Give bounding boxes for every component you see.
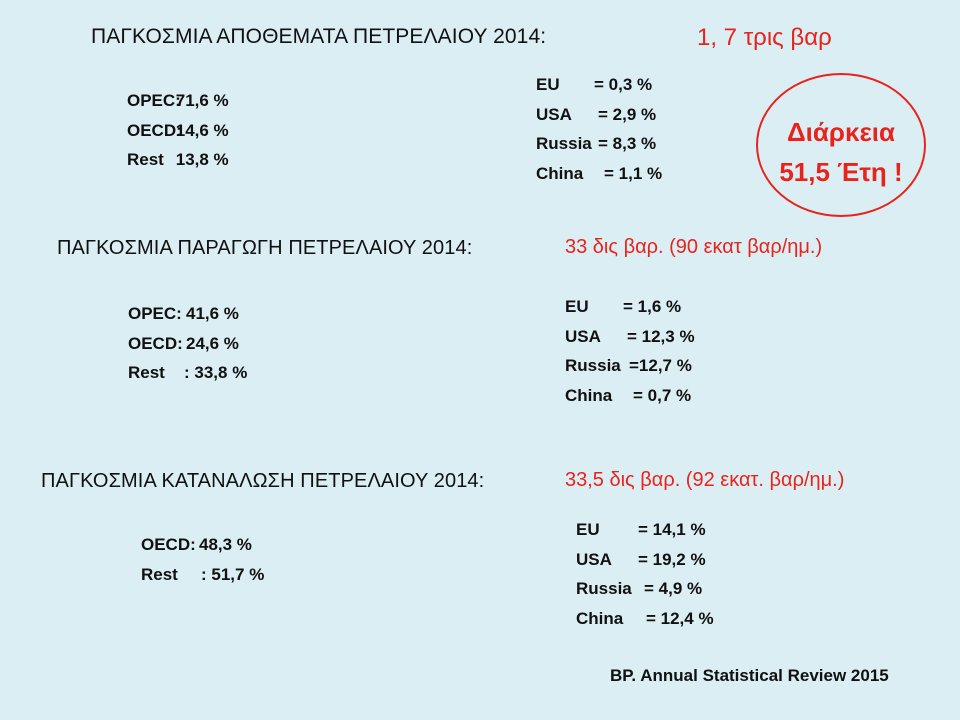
country-label: EU bbox=[536, 75, 560, 94]
country-label: USA bbox=[576, 549, 612, 569]
list-item: EU = 0,3 % bbox=[536, 70, 662, 100]
group-label: OECD: bbox=[127, 120, 182, 140]
country-value: = 14,1 % bbox=[638, 520, 706, 539]
country-label: EU bbox=[576, 520, 600, 539]
list-item: Russia =12,7 % bbox=[565, 351, 695, 381]
production-groups: OPEC: 41,6 % OECD: 24,6 % Rest : 33,8 % bbox=[128, 299, 247, 388]
country-value: = 0,7 % bbox=[633, 385, 692, 405]
country-label: USA bbox=[565, 326, 601, 346]
reserves-groups: OPEC: 71,6 % OECD: 14,6 % Rest 13,8 % bbox=[127, 86, 229, 175]
list-item: OPEC: 41,6 % bbox=[128, 299, 247, 329]
group-value: 14,6 % bbox=[175, 120, 229, 140]
group-label: Rest bbox=[127, 150, 164, 169]
production-title: ΠΑΓΚΟΣΜΙΑ ΠΑΡΑΓΩΓΗ ΠΕΤΡΕΛΑΙΟΥ 2014: bbox=[57, 237, 473, 259]
consumption-title: ΠΑΓΚΟΣΜΙΑ ΚΑΤΑΝΑΛΩΣΗ ΠΕΤΡΕΛΑΙΟΥ 2014: bbox=[41, 470, 485, 492]
duration-circle bbox=[756, 73, 926, 217]
group-label: OECD: bbox=[128, 333, 183, 353]
country-value: = 19,2 % bbox=[638, 549, 706, 569]
consumption-groups: OECD: 48,3 % Rest : 51,7 % bbox=[141, 530, 264, 589]
country-value: = 12,4 % bbox=[646, 608, 714, 628]
consumption-countries: EU = 14,1 % USA = 19,2 % Russia = 4,9 % Chi… bbox=[576, 515, 714, 633]
group-value: 13,8 % bbox=[175, 150, 229, 169]
country-label: Russia bbox=[536, 134, 592, 153]
country-label: China bbox=[576, 608, 624, 628]
group-value: 24,6 % bbox=[186, 333, 239, 353]
list-item: Rest : 33,8 % bbox=[128, 358, 247, 388]
country-value: = 0,3 % bbox=[594, 75, 653, 94]
list-item: USA = 19,2 % bbox=[576, 545, 714, 575]
country-value: = 12,3 % bbox=[627, 326, 695, 346]
country-label: Russia bbox=[576, 579, 632, 598]
list-item: EU = 1,6 % bbox=[565, 292, 695, 322]
list-item: OECD: 14,6 % bbox=[127, 116, 229, 146]
list-item: Rest : 51,7 % bbox=[141, 560, 264, 590]
country-label: China bbox=[565, 385, 613, 405]
group-label: Rest bbox=[128, 363, 165, 382]
group-value: 48,3 % bbox=[199, 535, 252, 554]
duration-line-2: 51,5 Έτη ! bbox=[779, 157, 903, 187]
list-item: Rest 13,8 % bbox=[127, 145, 229, 175]
country-label: China bbox=[536, 163, 584, 183]
list-item: China = 12,4 % bbox=[576, 604, 714, 634]
reserves-title: ΠΑΓΚΟΣΜΙΑ ΑΠΟΘΕΜΑΤΑ ΠΕΤΡΕΛΑΙΟΥ 2014: bbox=[91, 25, 547, 48]
list-item: Russia = 8,3 % bbox=[536, 129, 662, 159]
list-item: China = 0,7 % bbox=[565, 381, 695, 411]
group-label: OECD: bbox=[141, 535, 196, 554]
country-value: = 1,1 % bbox=[604, 163, 663, 183]
list-item: OECD: 24,6 % bbox=[128, 329, 247, 359]
group-label: OPEC: bbox=[127, 91, 181, 110]
country-label: USA bbox=[536, 104, 572, 124]
list-item: OECD: 48,3 % bbox=[141, 530, 264, 560]
country-value: =12,7 % bbox=[629, 356, 692, 375]
country-value: = 1,6 % bbox=[623, 297, 682, 316]
group-value: 71,6 % bbox=[175, 91, 229, 110]
group-label: OPEC: bbox=[128, 304, 182, 323]
list-item: OPEC: 71,6 % bbox=[127, 86, 229, 116]
reserves-total: 1, 7 τρις βαρ bbox=[697, 24, 832, 51]
list-item: USA = 2,9 % bbox=[536, 100, 662, 130]
country-value: = 8,3 % bbox=[598, 134, 657, 153]
list-item: China = 1,1 % bbox=[536, 159, 662, 189]
list-item: EU = 14,1 % bbox=[576, 515, 714, 545]
group-value: : 51,7 % bbox=[201, 564, 265, 584]
country-value: = 4,9 % bbox=[644, 579, 703, 598]
country-label: EU bbox=[565, 297, 589, 316]
country-label: Russia bbox=[565, 356, 621, 375]
list-item: Russia = 4,9 % bbox=[576, 574, 714, 604]
production-total: 33 δις βαρ. (90 εκατ βαρ/ημ.) bbox=[565, 236, 823, 258]
group-value: 41,6 % bbox=[186, 304, 239, 323]
list-item: USA = 12,3 % bbox=[565, 322, 695, 352]
consumption-total: 33,5 δις βαρ. (92 εκατ. βαρ/ημ.) bbox=[565, 469, 845, 491]
reserves-countries: EU = 0,3 % USA = 2,9 % Russia = 8,3 % China… bbox=[536, 70, 662, 188]
source-citation: BP. Annual Statistical Review 2015 bbox=[610, 666, 889, 685]
group-label: Rest bbox=[141, 564, 178, 584]
country-value: = 2,9 % bbox=[598, 104, 657, 124]
production-countries: EU = 1,6 % USA = 12,3 % Russia =12,7 % Chin… bbox=[565, 292, 695, 410]
group-value: : 33,8 % bbox=[184, 363, 248, 382]
duration-line-1: Διάρκεια bbox=[786, 117, 896, 147]
